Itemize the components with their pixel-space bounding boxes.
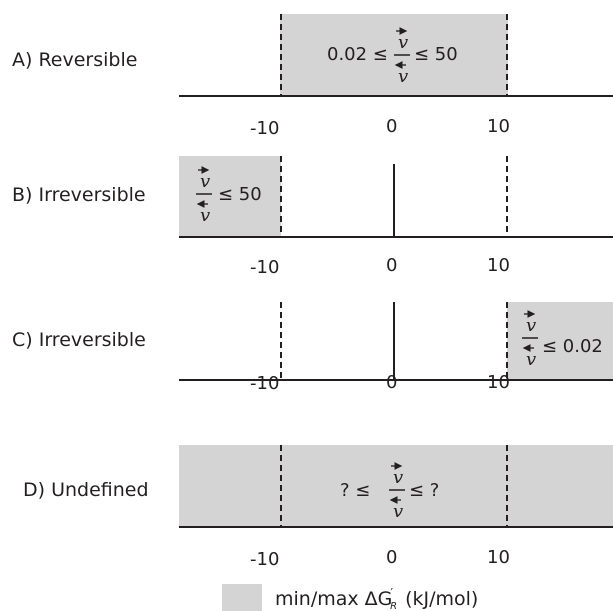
panel-a-tick-neg10: -10 [250,118,279,139]
panel-c-condition-suffix: ≤ 0.02 [542,336,603,357]
panel-a-forward-rate: v [398,32,408,53]
legend: min/max ΔG′ R (kJ/mol) [222,584,478,611]
panel-b-backward-rate: v [200,205,210,226]
legend-label: min/max ΔG′ R (kJ/mol) [275,586,478,611]
panel-d-backward-rate: v [393,501,403,522]
panel-c-backward-rate: v [526,349,536,370]
panel-b-condition-suffix: ≤ 50 [218,184,262,205]
panel-d-forward-rate: v [393,467,403,488]
panel-d-tick-0: 0 [386,547,397,568]
panel-b-forward-rate: v [200,171,210,192]
panel-c-tick-0: 0 [386,372,397,393]
panel-b-shaded-region [179,156,281,237]
panel-a-tick-0: 0 [386,116,397,137]
panel-d-tick-neg10: -10 [250,549,279,570]
panel-a-label: A) Reversible [12,49,137,71]
panel-c-forward-rate: v [526,315,536,336]
panel-b-tick-10: 10 [487,255,510,276]
panel-a: A) Reversible 0.02 ≤ v v ≤ 50 -10 0 10 [12,14,613,139]
legend-label-main: min/max ΔG [275,588,392,610]
panel-d-label: D) Undefined [23,479,149,501]
legend-swatch [222,584,262,611]
panel-c-label: C) Irreversible [12,329,146,351]
panel-d-tick-10: 10 [487,547,510,568]
panel-b: B) Irreversible v v ≤ 50 -10 0 10 [12,156,613,278]
panel-d-shaded-region [179,445,613,527]
panel-b-label: B) Irreversible [12,184,146,206]
panel-b-tick-neg10: -10 [250,257,279,278]
panel-c-tick-neg10: -10 [250,373,279,394]
legend-label-sup: ′ [390,586,393,600]
panel-c-tick-10: 10 [487,372,510,393]
panel-b-tick-0: 0 [386,255,397,276]
legend-label-unit: (kJ/mol) [405,588,478,610]
panel-d-condition-suffix: ≤ ? [409,480,439,501]
panel-a-condition-prefix: 0.02 ≤ [327,44,388,65]
panel-a-backward-rate: v [398,66,408,87]
legend-label-sub: R [390,601,397,611]
panel-a-tick-10: 10 [487,116,510,137]
panel-c-shaded-region [507,302,613,380]
panel-a-condition-suffix: ≤ 50 [414,44,458,65]
panel-c: C) Irreversible v v ≤ 0.02 -10 0 10 [12,302,613,394]
panel-d: D) Undefined ? ≤ v v ≤ ? -10 0 10 [23,445,613,570]
panel-d-condition-prefix: ? ≤ [340,480,370,501]
